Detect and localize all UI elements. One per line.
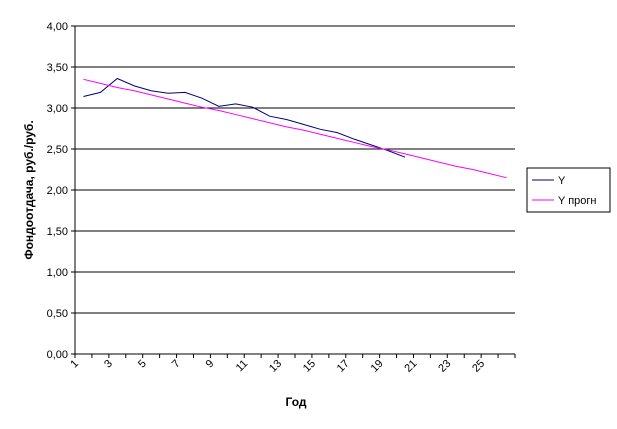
x-tick-label: 1 (68, 358, 81, 371)
x-tick-label: 7 (170, 358, 183, 371)
y-tick-label: 2,00 (47, 185, 68, 197)
x-tick-label: 11 (234, 358, 251, 375)
legend-box (526, 167, 611, 213)
x-tick-label: 13 (267, 358, 284, 375)
y-tick-label: 0,00 (47, 349, 68, 361)
y-tick-label: 3,00 (47, 103, 68, 115)
y-tick-label: 3,50 (47, 62, 68, 74)
y-axis-title: Фондоотдача, руб./руб. (22, 120, 36, 259)
x-tick-label: 3 (102, 358, 115, 371)
series-line (83, 78, 507, 179)
x-tick-label: 19 (369, 358, 386, 375)
x-tick-label: 5 (136, 358, 149, 371)
x-tick-label: 15 (301, 358, 318, 375)
y-tick-label: 0,50 (47, 308, 68, 320)
x-tick-label: 9 (204, 358, 217, 371)
x-tick-label: 25 (470, 358, 487, 375)
legend-label: Y прогн (558, 195, 596, 207)
x-tick-label: 23 (436, 358, 453, 375)
series-line (83, 77, 406, 158)
x-tick-label: 17 (335, 358, 352, 375)
y-tick-label: 2,50 (47, 144, 68, 156)
x-axis-title: Год (286, 395, 307, 409)
y-tick-label: 1,50 (47, 226, 68, 238)
y-tick-label: 4,00 (47, 21, 68, 33)
y-tick-label: 1,00 (47, 267, 68, 279)
x-tick-label: 21 (402, 358, 419, 375)
legend-label: Y (558, 175, 566, 187)
